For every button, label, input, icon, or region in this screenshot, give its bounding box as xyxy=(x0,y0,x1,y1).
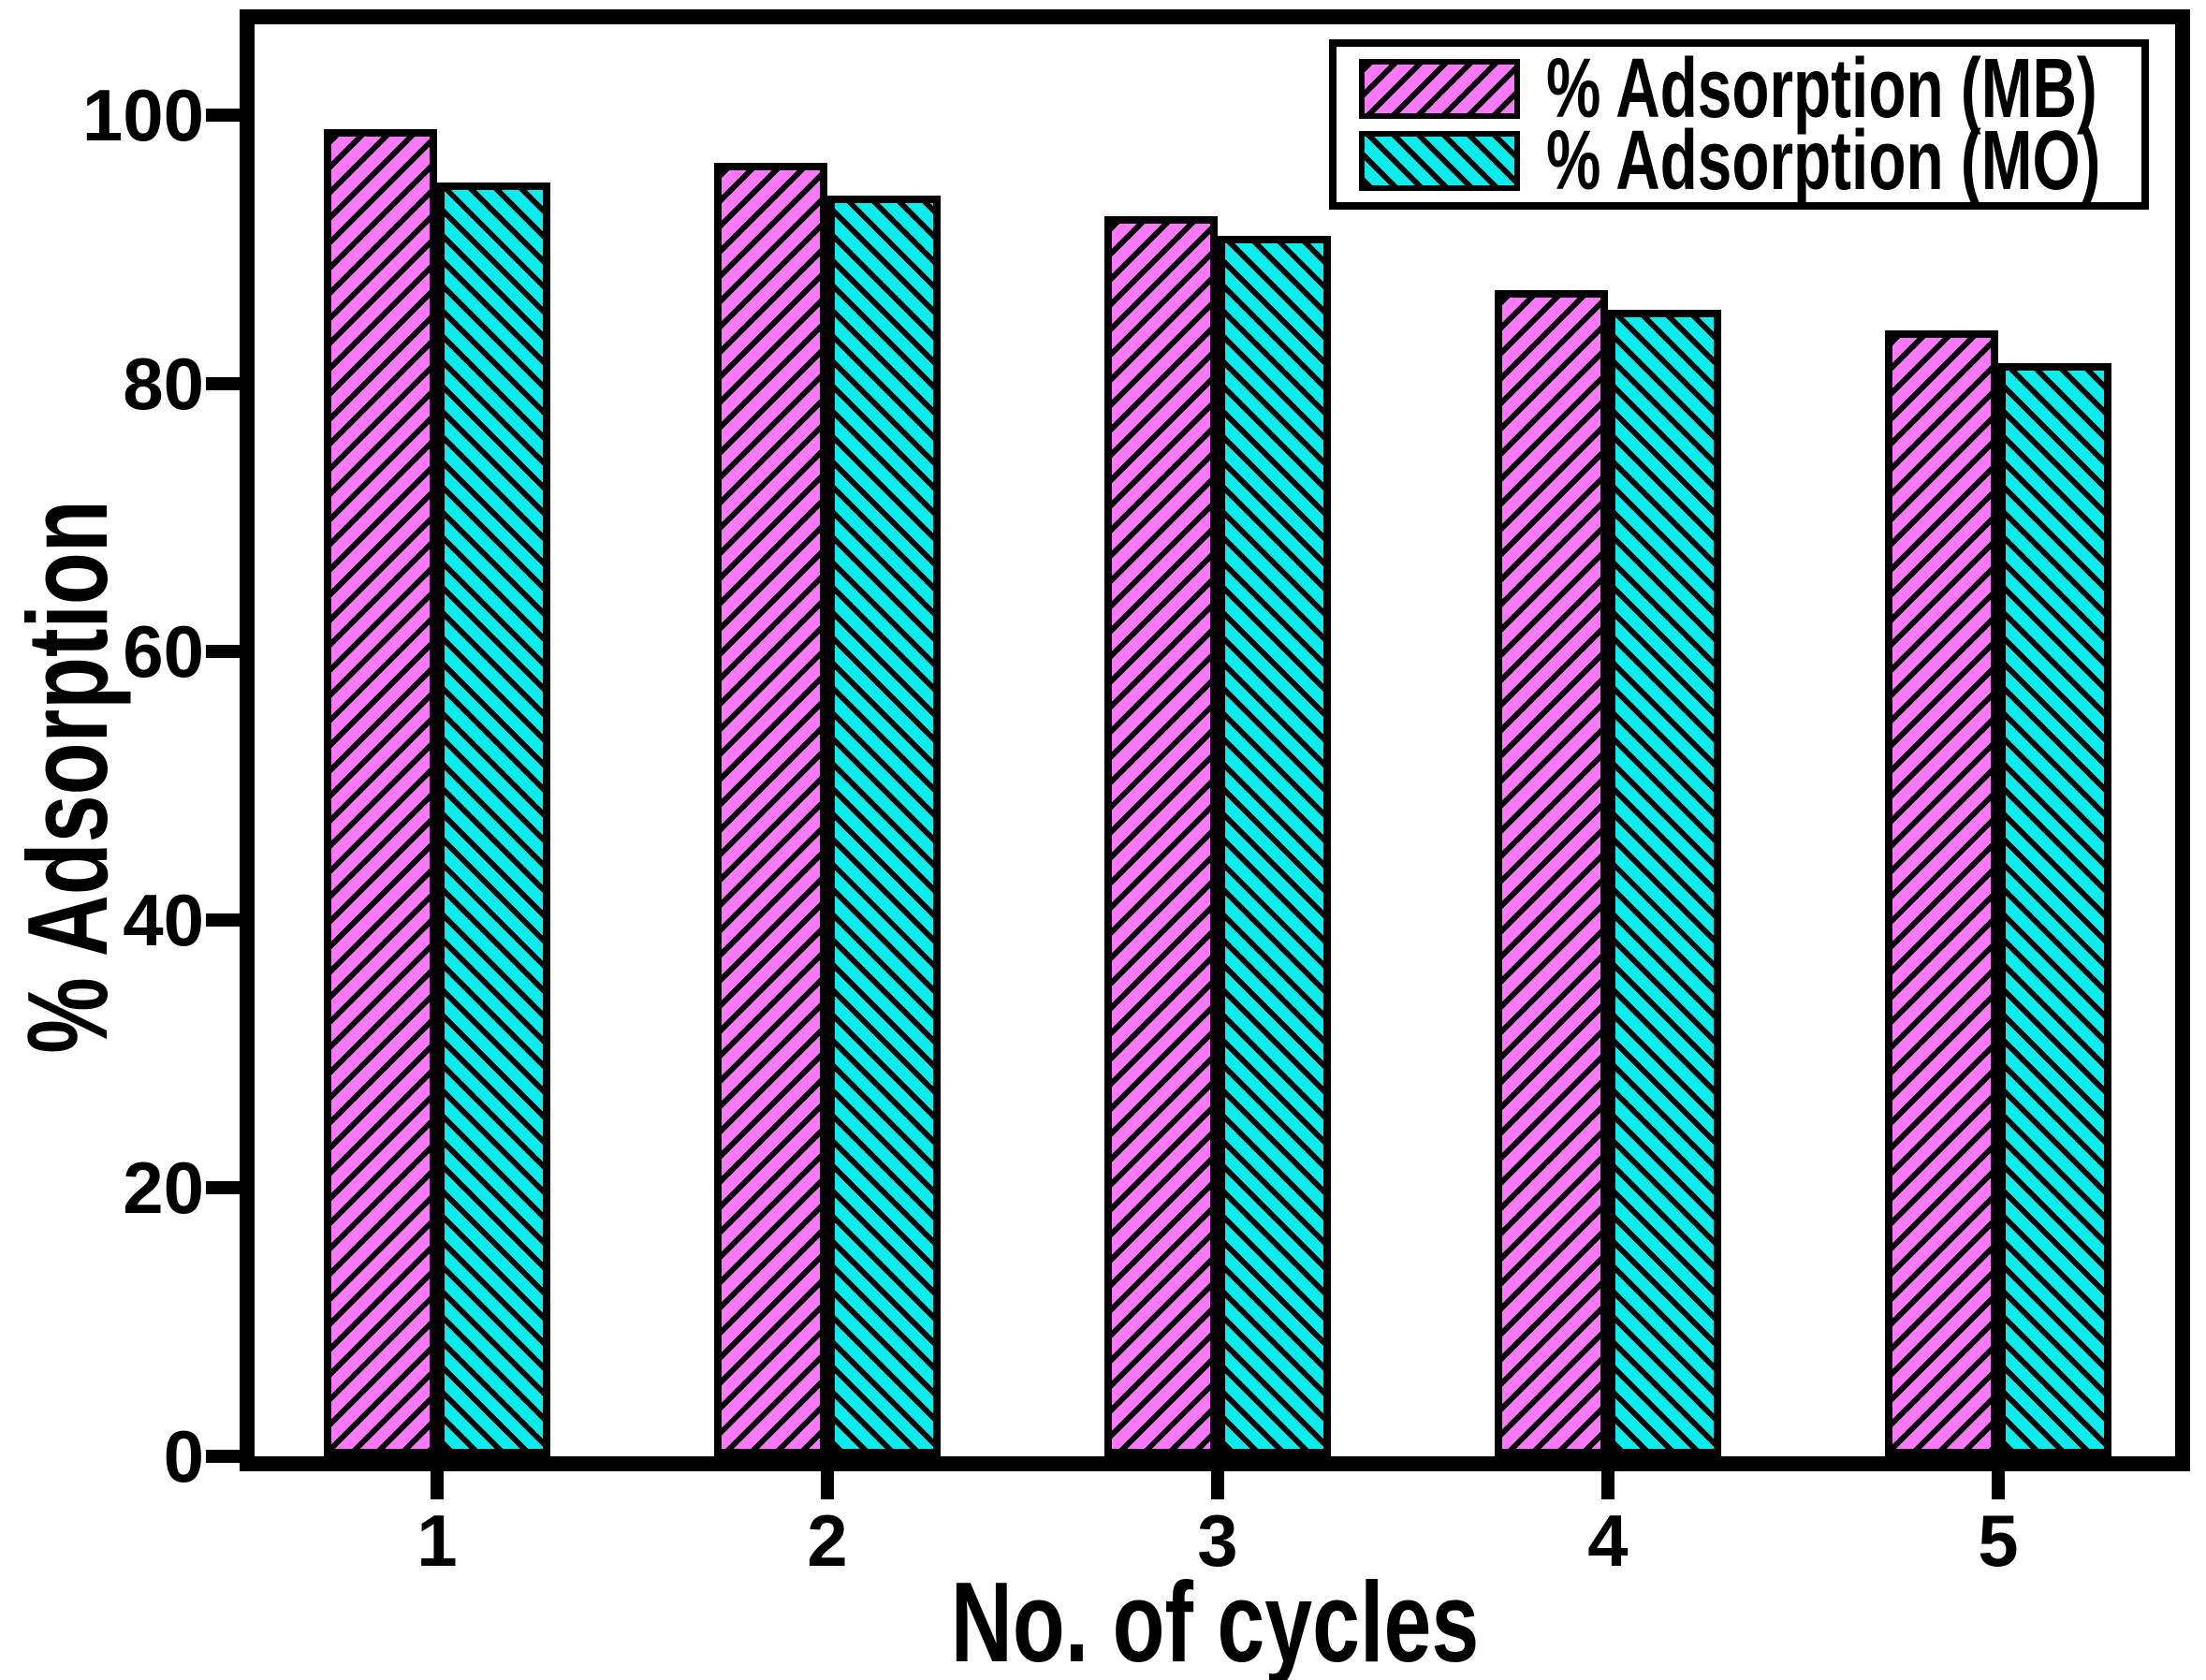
y-axis-tick-label: 20 xyxy=(123,1147,204,1230)
y-axis-tick xyxy=(206,1181,240,1195)
legend-label-mo: % Adsorption (MO) xyxy=(1546,113,2101,208)
legend-item-mb: % Adsorption (MB) xyxy=(1359,47,2119,131)
bar-mo-cycle-3 xyxy=(1218,236,1331,1456)
legend-swatch-mo xyxy=(1359,130,1520,191)
bar-mo-cycle-1 xyxy=(437,183,550,1456)
bar-mb-cycle-1 xyxy=(324,128,437,1456)
bar-mb-cycle-4 xyxy=(1495,289,1608,1456)
bar-mo-cycle-2 xyxy=(827,196,941,1456)
bar-mo-cycle-4 xyxy=(1608,310,1721,1456)
legend-item-mo: % Adsorption (MO) xyxy=(1359,119,2119,203)
y-axis-title: % Adsorption xyxy=(4,500,131,1054)
bar-mb-cycle-3 xyxy=(1104,215,1218,1456)
y-axis-tick-label: 60 xyxy=(123,610,204,694)
x-axis-tick xyxy=(1992,1471,2005,1499)
y-axis-tick xyxy=(206,913,240,927)
x-axis-tick-label: 5 xyxy=(1978,1499,2019,1582)
x-axis-title: No. of cycles xyxy=(950,1558,1480,1680)
y-axis-tick-label: 0 xyxy=(163,1415,204,1497)
x-axis-tick xyxy=(821,1471,834,1499)
legend-label-mb: % Adsorption (MB) xyxy=(1546,41,2097,136)
y-axis-tick xyxy=(206,1450,240,1463)
x-axis-tick-label: 1 xyxy=(416,1499,458,1582)
y-axis-tick-label: 40 xyxy=(123,878,204,961)
x-axis-tick-label: 2 xyxy=(807,1499,848,1582)
x-axis-tick-label: 4 xyxy=(1587,1499,1629,1582)
y-axis-tick xyxy=(206,109,240,123)
legend-swatch-mb xyxy=(1359,58,1520,119)
x-axis-tick xyxy=(1601,1471,1614,1499)
bar-mo-cycle-5 xyxy=(1998,363,2111,1456)
x-axis-tick xyxy=(1211,1471,1224,1499)
x-axis-tick xyxy=(431,1471,444,1499)
legend: % Adsorption (MB) % Adsorption (MO) xyxy=(1329,39,2149,210)
y-axis-tick-label: 80 xyxy=(123,342,204,425)
x-axis-tick-label: 3 xyxy=(1197,1499,1238,1582)
y-axis-tick xyxy=(206,376,240,390)
y-axis-tick xyxy=(206,645,240,659)
bar-mb-cycle-2 xyxy=(714,162,827,1456)
y-axis-tick-label: 100 xyxy=(81,74,204,157)
bar-mb-cycle-5 xyxy=(1885,329,1998,1456)
